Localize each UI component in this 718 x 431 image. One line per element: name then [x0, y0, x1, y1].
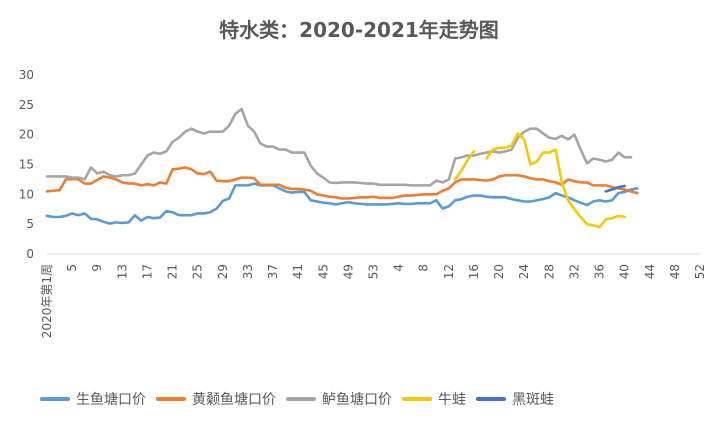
x-tick-label: 17	[140, 264, 154, 279]
legend: 生鱼塘口价 黄颡鱼塘口价 鲈鱼塘口价 牛蛙 黑斑蛙	[40, 389, 554, 409]
legend-item: 黄颡鱼塘口价	[156, 389, 276, 409]
x-tick-label: 21	[166, 264, 180, 279]
x-tick-label: 28	[542, 264, 556, 279]
chart-title: 特水类：2020-2021年走势图	[219, 18, 499, 42]
y-tick-label: 20	[19, 128, 34, 142]
x-tick-label: 12	[442, 264, 456, 279]
x-tick-label: 20	[492, 264, 506, 279]
x-tick-label: 2020年第1周	[40, 264, 54, 338]
x-tick-label: 4	[392, 264, 406, 272]
legend-item: 生鱼塘口价	[40, 389, 146, 409]
x-tick-label: 52	[693, 264, 707, 279]
x-tick-label: 25	[191, 264, 205, 279]
legend-label: 鲈鱼塘口价	[322, 392, 392, 408]
y-tick-label: 0	[26, 247, 34, 261]
legend-item: 鲈鱼塘口价	[286, 389, 392, 409]
series-line-4	[604, 184, 626, 193]
x-axis-ticks: 2020年第1周 5 9 13 17 21 25 29 33 37 41 45 49 53 4 8 12 16 20…	[40, 264, 707, 338]
x-tick-label: 9	[90, 264, 104, 272]
y-tick-label: 5	[26, 217, 34, 231]
legend-swatch	[402, 397, 432, 401]
x-tick-label: 40	[618, 264, 632, 279]
x-tick-label: 8	[417, 264, 431, 272]
x-tick-label: 36	[593, 264, 607, 279]
x-tick-label: 16	[467, 264, 481, 279]
x-tick-label: 48	[668, 264, 682, 279]
y-tick-label: 30	[19, 68, 34, 82]
x-tick-label: 44	[643, 264, 657, 279]
x-tick-label: 37	[266, 264, 280, 279]
x-tick-label: 13	[115, 264, 129, 279]
x-tick-label: 5	[65, 264, 79, 272]
legend-label: 黄颡鱼塘口价	[192, 392, 276, 408]
series-lines	[45, 107, 639, 229]
legend-item: 牛蛙	[402, 389, 466, 409]
x-tick-label: 41	[291, 264, 305, 279]
legend-swatch	[476, 397, 506, 401]
x-tick-label: 49	[341, 264, 355, 279]
y-axis-ticks: 0 5 10 15 20 25 30	[19, 68, 34, 261]
y-tick-label: 25	[19, 98, 34, 112]
y-tick-label: 15	[19, 158, 34, 172]
legend-label: 牛蛙	[438, 392, 466, 408]
x-tick-label: 45	[316, 264, 330, 279]
legend-label: 生鱼塘口价	[76, 392, 146, 408]
series-line-3	[453, 132, 626, 229]
x-tick-label: 33	[241, 264, 255, 279]
x-tick-label: 53	[367, 264, 381, 279]
legend-swatch	[40, 397, 70, 401]
legend-swatch	[156, 397, 186, 401]
x-tick-label: 29	[216, 264, 230, 279]
x-tick-label: 24	[517, 264, 531, 279]
legend-item: 黑斑蛙	[476, 389, 554, 409]
x-tick-label: 32	[567, 264, 581, 279]
legend-swatch	[286, 397, 316, 401]
series-line-1	[45, 166, 639, 200]
series-line-0	[45, 182, 639, 225]
legend-label: 黑斑蛙	[512, 392, 554, 408]
y-tick-label: 10	[19, 187, 34, 201]
series-line-2	[45, 107, 633, 187]
